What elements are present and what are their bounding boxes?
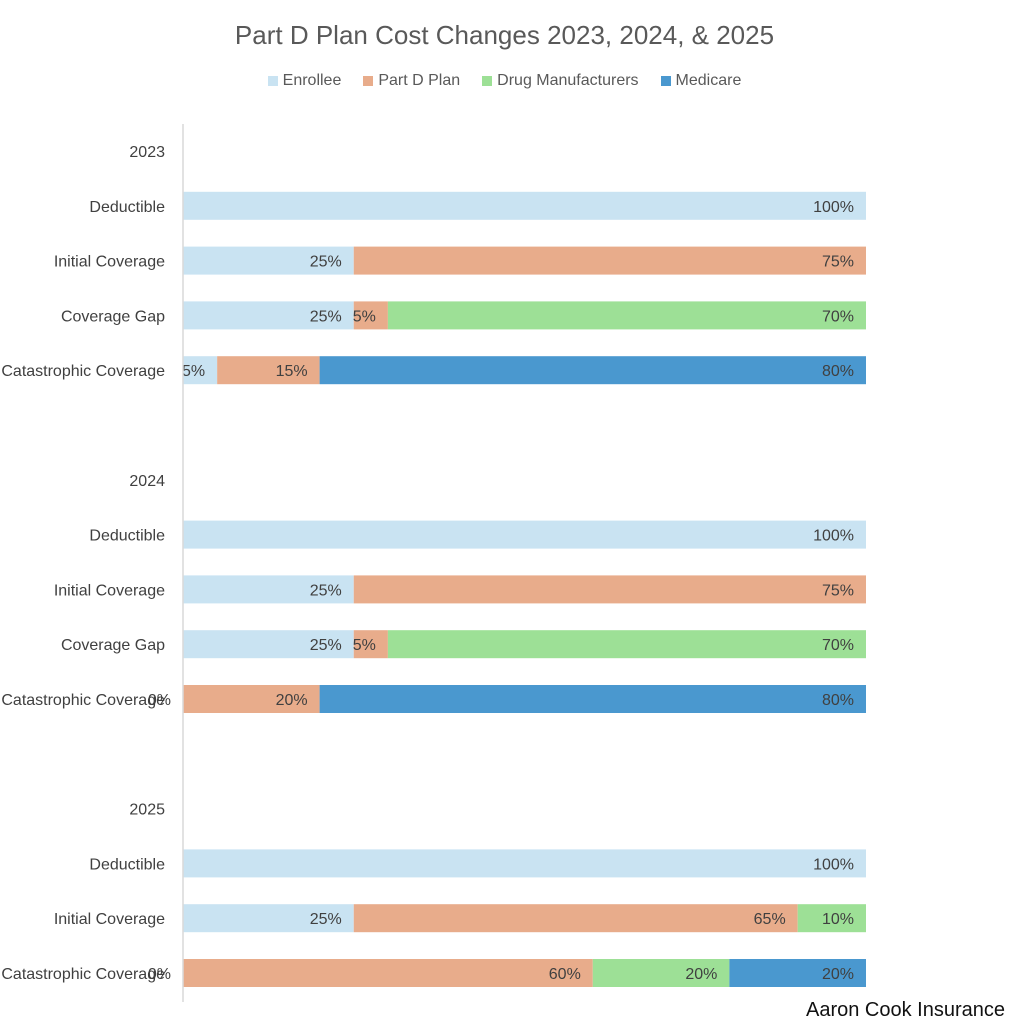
data-label-part-d-plan-row-9: 5%	[353, 637, 376, 654]
data-label-enrollee-row-15: 0%	[148, 966, 171, 983]
bar-drug-manufacturers-row-14	[797, 904, 866, 933]
category-label-2023: 2023	[129, 144, 165, 161]
bar-part-d-plan-row-4	[217, 356, 320, 385]
data-label-enrollee-row-8: 25%	[310, 582, 342, 599]
legend-label-enrollee: Enrollee	[282, 72, 342, 89]
bar-enrollee-row-1	[183, 191, 866, 220]
legend-swatch-medicare	[660, 76, 671, 86]
category-label-coverage-gap: Coverage Gap	[61, 637, 165, 654]
bar-drug-manufacturers-row-15	[592, 959, 730, 987]
category-label-coverage-gap: Coverage Gap	[61, 308, 165, 325]
data-label-medicare-row-4: 80%	[822, 363, 854, 380]
data-label-enrollee-row-13: 100%	[813, 856, 854, 873]
data-label-drug-manufacturers-row-15: 20%	[685, 966, 717, 983]
data-label-part-d-plan-row-2: 75%	[822, 254, 854, 271]
data-label-enrollee-row-7: 100%	[813, 528, 854, 545]
category-label-2025: 2025	[129, 802, 165, 819]
bar-enrollee-row-13	[183, 849, 866, 878]
legend-item-medicare: Medicare	[660, 72, 742, 90]
bar-medicare-row-4	[319, 356, 867, 385]
category-label-initial-coverage: Initial Coverage	[54, 254, 165, 271]
bar-part-d-plan-row-8	[353, 575, 866, 604]
data-label-medicare-row-10: 80%	[822, 692, 854, 709]
legend-swatch-part-d-plan	[363, 76, 374, 86]
chart-title: Part D Plan Cost Changes 2023, 2024, & 2…	[234, 20, 775, 50]
legend-label-drug-manufacturers: Drug Manufacturers	[497, 72, 639, 89]
category-label-deductible: Deductible	[89, 199, 165, 216]
data-label-drug-manufacturers-row-9: 70%	[822, 637, 854, 654]
watermark: Aaron Cook Insurance	[795, 999, 1005, 1022]
bar-enrollee-row-9	[183, 630, 354, 659]
data-label-drug-manufacturers-row-3: 70%	[822, 308, 854, 325]
legend-label-medicare: Medicare	[675, 72, 742, 89]
bar-part-d-plan-row-14	[353, 904, 798, 933]
legend-swatch-drug-manufacturers	[482, 76, 493, 86]
category-label-deductible: Deductible	[89, 528, 165, 545]
bar-enrollee-row-8	[183, 575, 354, 604]
bar-medicare-row-15	[729, 959, 866, 987]
bar-part-d-plan-row-9	[353, 630, 388, 659]
bar-drug-manufacturers-row-9	[387, 630, 866, 659]
legend-item-part-d-plan: Part D Plan	[363, 72, 460, 90]
category-label-catastrophic-coverage: Catastrophic Coverage	[1, 692, 165, 709]
bar-medicare-row-10	[319, 685, 867, 713]
legend-item-enrollee: Enrollee	[267, 72, 342, 90]
data-label-enrollee-row-4: 5%	[182, 363, 205, 380]
bar-drug-manufacturers-row-3	[387, 301, 866, 330]
chart-legend: Enrollee Part D Plan Drug Manufacturers …	[0, 72, 1009, 90]
bar-enrollee-row-3	[183, 301, 354, 330]
bar-part-d-plan-row-3	[353, 301, 388, 330]
data-label-part-d-plan-row-15: 60%	[549, 966, 581, 983]
data-label-enrollee-row-1: 100%	[813, 199, 854, 216]
bar-part-d-plan-row-2	[353, 246, 866, 275]
data-label-part-d-plan-row-14: 65%	[754, 911, 786, 928]
data-label-part-d-plan-row-8: 75%	[822, 582, 854, 599]
bar-enrollee-row-14	[183, 904, 354, 933]
data-label-part-d-plan-row-10: 20%	[276, 692, 308, 709]
category-label-deductible: Deductible	[89, 856, 165, 873]
bar-enrollee-row-2	[183, 246, 354, 275]
bar-enrollee-row-4	[183, 356, 218, 385]
data-label-enrollee-row-14: 25%	[310, 911, 342, 928]
bar-enrollee-row-7	[183, 520, 866, 549]
data-label-part-d-plan-row-4: 15%	[276, 363, 308, 380]
bar-part-d-plan-row-10	[183, 685, 320, 713]
legend-label-part-d-plan: Part D Plan	[378, 72, 461, 89]
data-label-enrollee-row-2: 25%	[310, 254, 342, 271]
data-label-medicare-row-15: 20%	[822, 966, 854, 983]
category-label-catastrophic-coverage: Catastrophic Coverage	[1, 363, 165, 380]
category-label-2024: 2024	[129, 473, 165, 490]
legend-swatch-enrollee	[267, 76, 278, 86]
legend-item-drug-manufacturers: Drug Manufacturers	[482, 72, 639, 90]
data-label-part-d-plan-row-3: 5%	[353, 308, 376, 325]
category-label-catastrophic-coverage: Catastrophic Coverage	[1, 966, 165, 983]
category-label-initial-coverage: Initial Coverage	[54, 911, 165, 928]
data-label-drug-manufacturers-row-14: 10%	[822, 911, 854, 928]
data-label-enrollee-row-9: 25%	[310, 637, 342, 654]
bar-part-d-plan-row-15	[183, 959, 593, 987]
data-label-enrollee-row-10: 0%	[148, 692, 171, 709]
category-label-initial-coverage: Initial Coverage	[54, 582, 165, 599]
data-label-enrollee-row-3: 25%	[310, 308, 342, 325]
